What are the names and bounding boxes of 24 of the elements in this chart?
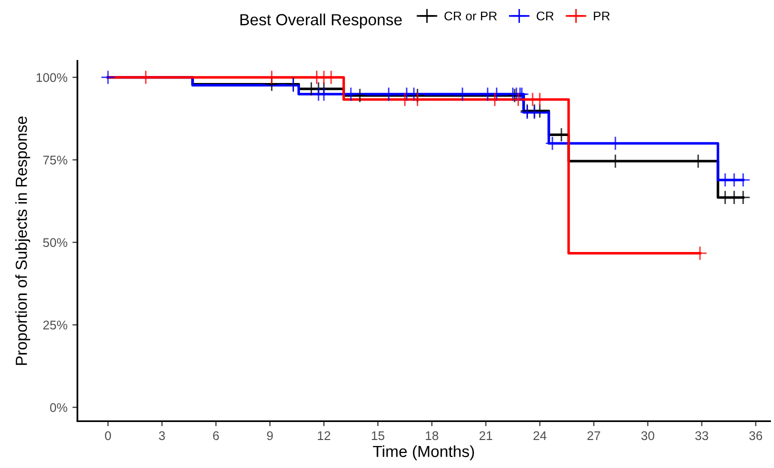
x-tick-label: 12 bbox=[318, 431, 330, 440]
legend-label: CR or PR bbox=[444, 12, 497, 20]
x-tick-label: 18 bbox=[426, 431, 438, 440]
y-tick-label: 100% bbox=[36, 73, 68, 82]
x-tick-label: 21 bbox=[480, 431, 492, 440]
y-tick-label: 25% bbox=[43, 320, 68, 330]
legend-label: PR bbox=[594, 12, 610, 20]
x-tick-label: 30 bbox=[641, 431, 654, 440]
x-tick-label: 27 bbox=[587, 431, 600, 440]
x-tick-label: 9 bbox=[267, 431, 273, 440]
x-axis-title: Time (Months) bbox=[372, 445, 474, 460]
legend-title: Best Overall Response bbox=[240, 14, 402, 29]
y-tick-label: 50% bbox=[43, 238, 68, 247]
y-axis-title: Proportion of Subjects in Response bbox=[15, 116, 30, 365]
x-tick-label: 36 bbox=[749, 431, 762, 440]
y-tick-label: 75% bbox=[43, 156, 68, 164]
x-tick-label: 3 bbox=[158, 431, 165, 440]
x-tick-label: 15 bbox=[372, 431, 384, 440]
x-tick-label: 33 bbox=[695, 431, 708, 440]
x-tick-label: 0 bbox=[105, 431, 111, 440]
y-tick-label: 0% bbox=[50, 403, 68, 412]
legend-label: CR bbox=[536, 12, 554, 20]
x-tick-label: 24 bbox=[533, 431, 546, 440]
x-tick-label: 6 bbox=[213, 431, 219, 440]
